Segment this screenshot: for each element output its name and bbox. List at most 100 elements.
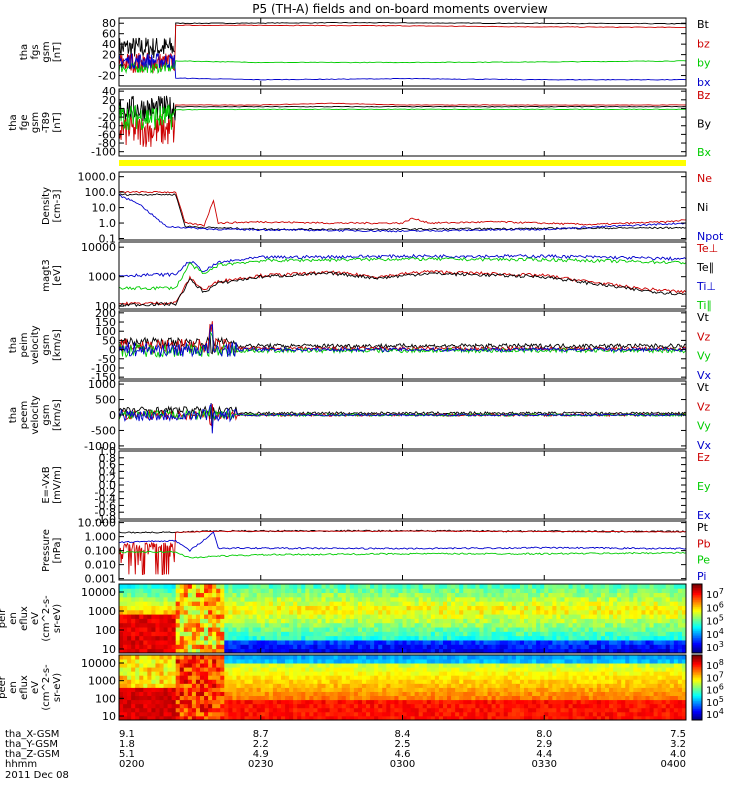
spectrogram-cell — [576, 663, 582, 668]
spectrogram-cell — [195, 679, 201, 684]
spectrogram-cell — [297, 703, 302, 709]
spectrogram-cell — [151, 592, 156, 598]
spectrogram-cell — [455, 640, 460, 645]
spectrogram-cell — [204, 659, 209, 664]
spectrogram-cell — [281, 663, 286, 668]
spectrogram-cell — [649, 614, 654, 619]
spectrogram-cell — [645, 644, 650, 650]
colorbar-segment — [692, 602, 702, 606]
spectrogram-cell — [677, 687, 683, 692]
spectrogram-cell — [131, 614, 136, 619]
spectrogram-cell — [378, 584, 383, 589]
spectrogram-cell — [596, 687, 602, 692]
spectrogram-cell — [621, 679, 626, 684]
spectrogram-cell — [240, 592, 245, 598]
spectrogram-cell — [629, 711, 634, 717]
spectrogram-cell — [447, 695, 452, 701]
colorbar-segment — [692, 609, 702, 613]
spectrogram-cell — [317, 605, 322, 611]
spectrogram-cell — [171, 609, 177, 615]
spectrogram-cell — [438, 707, 444, 713]
spectrogram-cell — [382, 614, 387, 619]
spectrogram-cell — [394, 618, 399, 624]
spectrogram-cell — [552, 675, 557, 680]
spectrogram-cell — [224, 691, 229, 697]
ylabel-fge-line: [nT] — [52, 112, 63, 132]
spectrogram-cell — [641, 655, 646, 660]
spectrogram-cell — [159, 635, 164, 641]
spectrogram-cell — [434, 601, 440, 606]
spectrogram-cell — [386, 627, 391, 632]
spectrogram-cell — [649, 667, 654, 672]
spectrogram-cell — [208, 687, 213, 692]
spectrogram-cell — [487, 671, 492, 676]
spectrogram-cell — [248, 601, 254, 606]
spectrogram-cell — [621, 588, 626, 594]
spectrogram-cell — [673, 655, 679, 660]
spectrogram-cell — [609, 592, 614, 598]
spectrogram-cell — [179, 627, 185, 632]
spectrogram-cell — [394, 622, 399, 628]
spectrogram-cell — [588, 605, 594, 611]
spectrogram-cell — [293, 609, 298, 615]
spectrogram-cell — [661, 683, 667, 688]
spectrogram-cell — [641, 675, 646, 680]
spectrogram-cell — [600, 691, 606, 697]
spectrogram-cell — [224, 609, 229, 615]
spectrogram-cell — [592, 644, 598, 650]
spectrogram-cell — [491, 648, 497, 654]
spectrogram-cell — [204, 605, 209, 611]
spectrogram-cell — [325, 631, 330, 637]
spectrogram-cell — [264, 644, 270, 650]
spectrogram-cell — [289, 703, 294, 709]
spectrogram-cell — [357, 596, 363, 602]
spectrogram-cell — [645, 675, 650, 680]
spectrogram-cell — [637, 703, 642, 709]
spectrogram-cell — [600, 683, 606, 688]
spectrogram-cell — [341, 618, 347, 624]
spectrogram-cell — [661, 675, 667, 680]
spectrogram-cell — [167, 671, 173, 676]
spectrogram-cell — [532, 596, 537, 602]
spectrogram-cell — [370, 707, 375, 713]
spectrogram-cell — [629, 663, 634, 668]
spectrogram-cell — [147, 707, 152, 713]
spectrogram-cell — [264, 596, 270, 602]
spectrogram-cell — [382, 596, 387, 602]
spectrogram-cell — [519, 584, 525, 589]
spectrogram-cell — [191, 627, 197, 632]
spectrogram-cell — [353, 659, 359, 664]
spectrogram-cell — [621, 601, 626, 606]
spectrogram-cell — [653, 648, 659, 654]
spectrogram-cell — [220, 614, 225, 619]
spectrogram-cell — [390, 584, 395, 589]
spectrogram-cell — [609, 675, 614, 680]
spectrogram-cell — [532, 659, 537, 664]
spectrogram-cell — [524, 659, 529, 664]
spectrogram-cell — [414, 648, 420, 654]
spectrogram-cell — [151, 644, 156, 650]
spectrogram-cell — [540, 687, 545, 692]
spectrogram-cell — [410, 695, 416, 701]
spectrogram-cell — [325, 640, 330, 645]
spectrogram-cell — [313, 667, 318, 672]
spectrogram-cell — [625, 659, 630, 664]
spectrogram-cell — [479, 631, 484, 637]
spectrogram-cell — [560, 644, 565, 650]
spectrogram-cell — [447, 683, 452, 688]
spectrogram-cell — [406, 671, 411, 676]
spectrogram-cell — [220, 622, 225, 628]
spectrogram-cell — [159, 667, 164, 672]
spectrogram-cell — [204, 644, 209, 650]
spectrogram-cell — [451, 711, 456, 717]
spectrogram-cell — [127, 699, 132, 705]
spectrogram-cell — [519, 648, 525, 654]
spectrogram-cell — [600, 627, 606, 632]
spectrogram-cell — [313, 627, 318, 632]
spectrogram-cell — [633, 659, 638, 664]
spectrogram-cell — [564, 609, 569, 615]
spectrogram-cell — [151, 707, 156, 713]
spectrogram-cell — [175, 609, 181, 615]
y-tick-label: 10000 — [81, 241, 116, 254]
spectrogram-cell — [661, 631, 667, 637]
